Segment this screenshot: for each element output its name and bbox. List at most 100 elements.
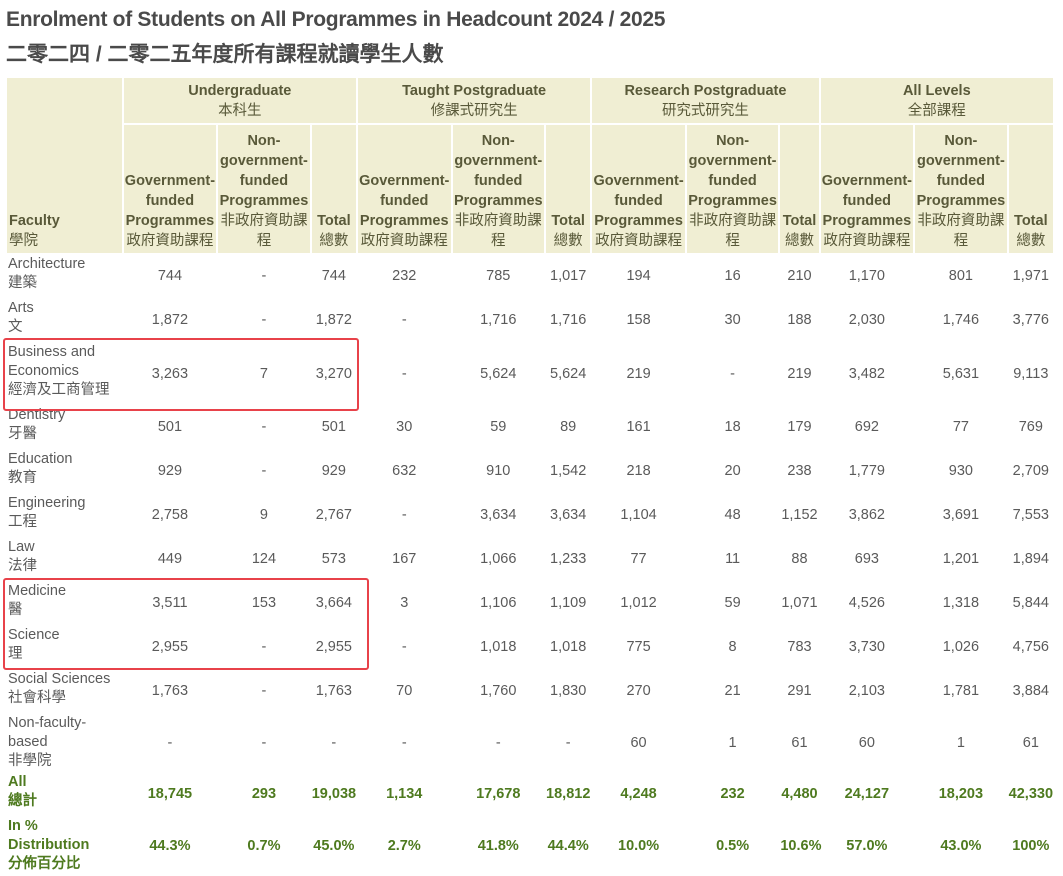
enrolment-table: Faculty 學院 Undergraduate 本科生 Taught Postg…: [5, 76, 1055, 876]
table-cell: 693: [854, 551, 879, 567]
faculty-name-en: Business and Economics: [8, 344, 96, 379]
table-cell: -: [730, 365, 736, 382]
table-cell: 4,480: [781, 786, 818, 802]
table-cell: 1,152: [781, 507, 818, 523]
table-cell: 1,018: [550, 639, 587, 655]
table-cell: 70: [396, 683, 413, 699]
table-cell: 5,624: [480, 365, 517, 382]
table-cell: 9,113: [1013, 365, 1049, 382]
table-cell: 1,542: [550, 463, 587, 479]
table-cell: 1,716: [550, 312, 587, 328]
table-cell: 19,038: [311, 786, 357, 802]
subcol-header-total: Total 總數: [311, 125, 356, 253]
table-cell: 30: [396, 419, 413, 435]
table-cell: 161: [626, 419, 651, 435]
table-cell: 1,201: [942, 551, 980, 567]
table-row: Science 理 2,955 - 2,955 - 1,018 1,018 775 8 783 3,7…: [7, 626, 1053, 668]
table-cell: -: [261, 683, 267, 699]
table-cell: 3,634: [550, 507, 587, 523]
table-cell: 20: [724, 463, 741, 479]
table-cell: 801: [948, 268, 973, 284]
table-cell: 238: [787, 463, 812, 479]
faculty-name-cell: Education 教育: [7, 450, 122, 492]
table-cell: 7: [259, 365, 268, 382]
table-cell: -: [401, 312, 407, 328]
table-cell: 1,018: [480, 639, 517, 655]
table-cell: 929: [321, 463, 346, 479]
table-cell: 77: [952, 419, 969, 435]
table-cell: 1,760: [480, 683, 517, 699]
table-cell: 194: [626, 268, 651, 284]
table-cell: 1,830: [550, 683, 587, 699]
table-cell: -: [261, 419, 267, 435]
table-cell: -: [495, 734, 501, 751]
table-cell: 0.7%: [247, 837, 281, 854]
faculty-name-en: All: [8, 774, 27, 790]
faculty-name-zh: 法律: [8, 558, 37, 574]
table-cell: 2,758: [151, 507, 189, 523]
faculty-name-en: Non-faculty-based: [8, 715, 87, 750]
table-cell: 2,955: [315, 639, 352, 655]
table-cell: 5,631: [942, 365, 980, 382]
page-title: Enrolment of Students on All Programmes …: [6, 8, 666, 31]
table-cell: 1,872: [315, 312, 352, 328]
table-cell: 1: [956, 734, 965, 751]
table-cell: 3: [400, 595, 409, 611]
table-cell: 3,884: [1012, 683, 1049, 699]
table-cell: 3,270: [315, 365, 352, 382]
table-cell: 219: [626, 365, 651, 382]
table-cell: 3,862: [848, 507, 885, 523]
table-row: Education 教育 929 - 929 632 910 1,542 218 20 238 1,7…: [7, 450, 1053, 492]
table-cell: 1,066: [480, 551, 517, 567]
table-cell: -: [401, 734, 407, 751]
table-cell: 1,763: [315, 683, 352, 699]
table-cell: 153: [251, 595, 277, 611]
table-cell: 501: [321, 419, 346, 435]
table-cell: 0.5%: [716, 837, 750, 854]
table-cell: 3,634: [480, 507, 517, 523]
table-row: Medicine 醫 3,511 153 3,664 3 1,106 1,109 1,012 59…: [7, 582, 1053, 624]
table-cell: 1,894: [1012, 551, 1049, 567]
faculty-name-cell: Medicine 醫: [7, 582, 122, 624]
faculty-name-en: Education: [8, 451, 73, 467]
table-cell: -: [331, 734, 337, 751]
table-cell: 4,526: [848, 595, 885, 611]
table-cell: 10.6%: [780, 837, 822, 854]
table-cell: 232: [392, 268, 417, 284]
table-cell: 929: [157, 463, 183, 479]
subcol-header-total: Total 總數: [546, 125, 591, 253]
table-cell: 5,624: [550, 365, 587, 382]
faculty-name-zh: 文: [8, 319, 23, 335]
faculty-name-en: Law: [8, 539, 35, 555]
table-cell: 57.0%: [846, 837, 888, 854]
table-cell: 769: [1018, 419, 1043, 435]
table-cell: -: [261, 268, 267, 284]
table-cell: 158: [626, 312, 651, 328]
table-cell: 1,971: [1012, 268, 1049, 284]
table-cell: 3,776: [1012, 312, 1049, 328]
table-cell: 1,106: [480, 595, 517, 611]
table-cell: 4,756: [1012, 639, 1049, 655]
faculty-name-zh: 分佈百分比: [8, 856, 81, 872]
table-cell: 59: [490, 419, 507, 435]
table-cell: 89: [560, 419, 577, 435]
subcol-header-nongov: Non-government-funded Programmes 非政府資助課程: [452, 125, 545, 253]
table-cell: 48: [724, 507, 741, 523]
table-cell: 60: [630, 734, 647, 751]
table-cell: 744: [157, 268, 183, 284]
page-title-chinese: 二零二四 / 二零二五年度所有課程就讀學生人數: [6, 43, 444, 66]
table-cell: 60: [858, 734, 875, 751]
table-cell: 18,203: [938, 786, 984, 802]
table-cell: 1,746: [942, 312, 980, 328]
faculty-name-en: Architecture: [8, 256, 86, 272]
faculty-name-en: Social Sciences: [8, 671, 111, 687]
table-cell: -: [261, 463, 267, 479]
table-cell: 10.0%: [618, 837, 660, 854]
table-cell: -: [167, 734, 173, 751]
faculty-name-en: Science: [8, 627, 60, 643]
table-cell: 44.4%: [547, 837, 589, 854]
group-header-taught-postgraduate: Taught Postgraduate 修課式研究生: [357, 78, 591, 123]
table-cell: 1,233: [550, 551, 587, 567]
table-cell: 1,104: [620, 507, 657, 523]
table-cell: 219: [787, 365, 812, 382]
